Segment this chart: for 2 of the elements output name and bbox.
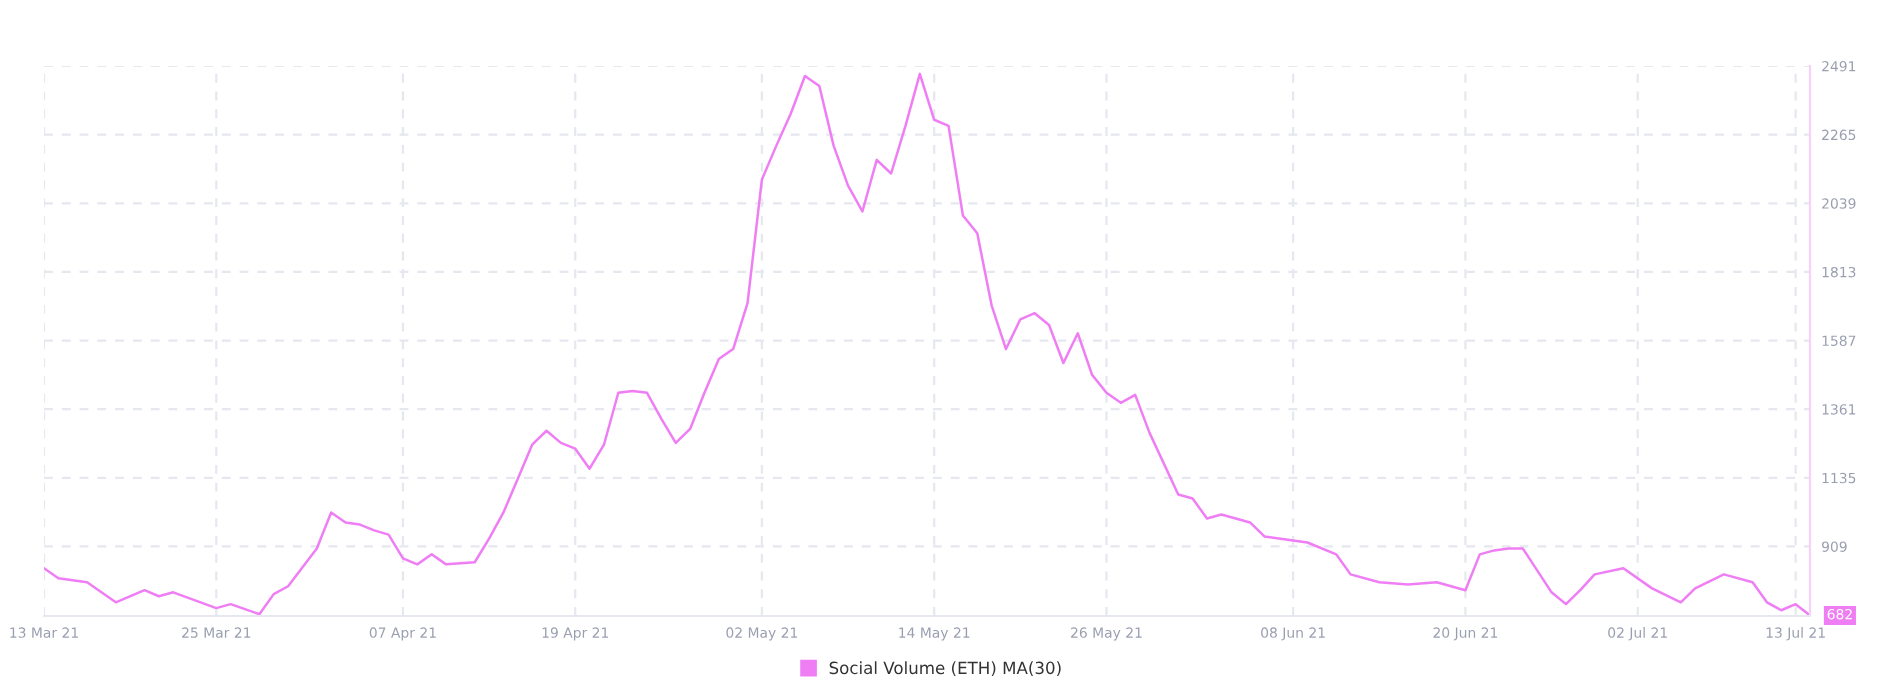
legend-label: Social Volume (ETH) MA(30)	[829, 661, 1061, 677]
line-series	[44, 72, 1810, 616]
